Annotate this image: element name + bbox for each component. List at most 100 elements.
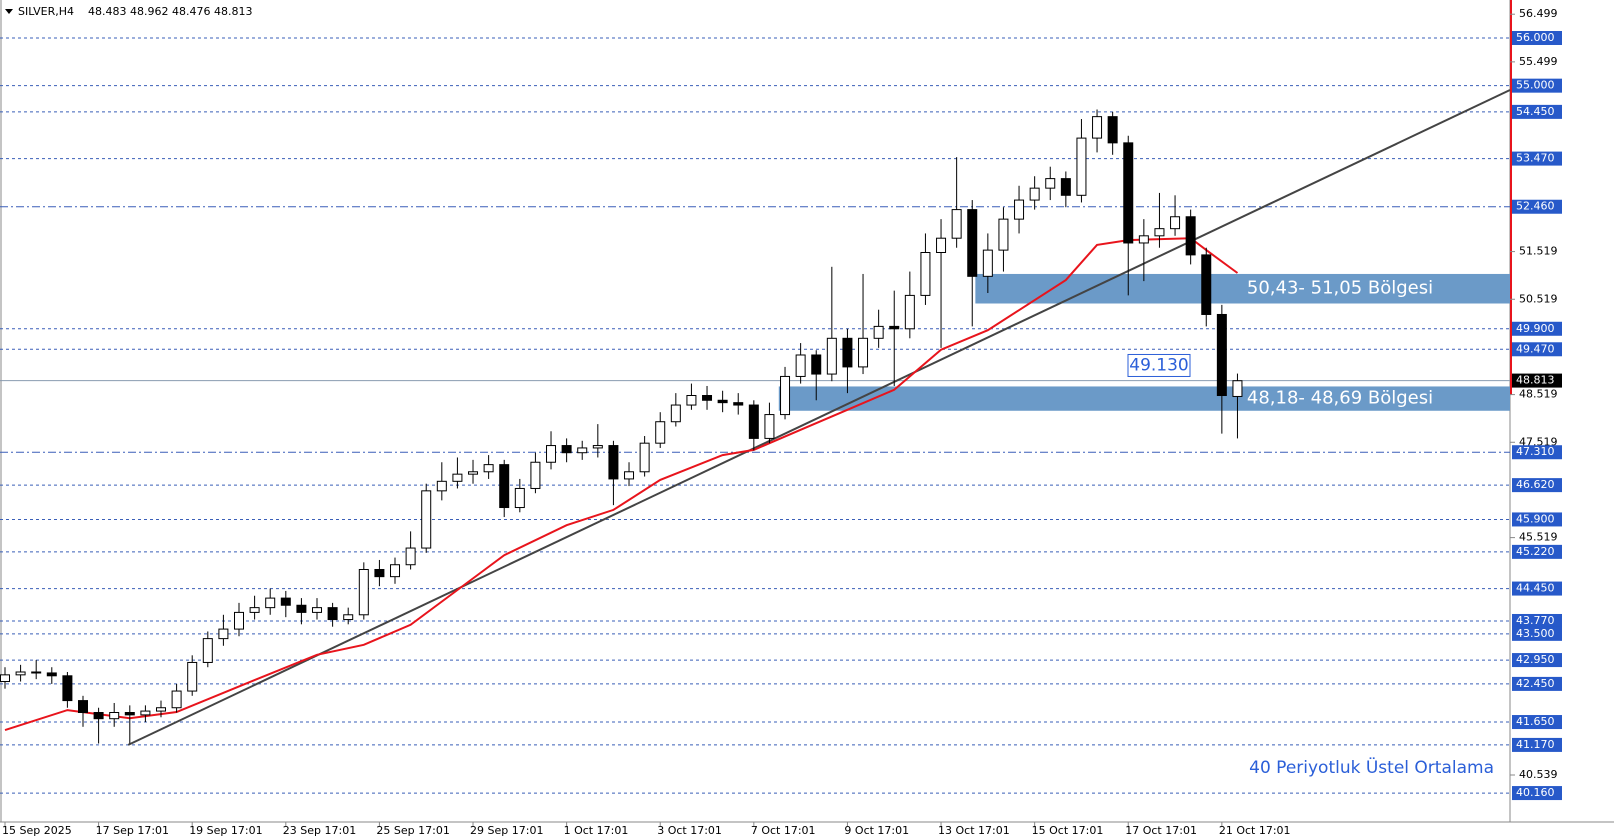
level-label: 44.450 <box>1516 582 1555 595</box>
level-label: 56.000 <box>1516 31 1555 44</box>
candle-body <box>234 611 245 630</box>
x-tick-label: 3 Oct 17:01 <box>657 824 722 837</box>
x-tick-label: 7 Oct 17:01 <box>751 824 816 837</box>
level-label-box <box>1512 30 1562 45</box>
candle-body <box>889 325 900 330</box>
candle-body <box>546 445 557 463</box>
y-tick-label: 45.519 <box>1519 531 1558 544</box>
candle-body <box>702 395 713 401</box>
x-tick-label: 1 Oct 17:01 <box>564 824 629 837</box>
candle-body <box>0 674 10 683</box>
candle-body <box>156 707 167 712</box>
candle-body <box>140 710 151 716</box>
candle-body <box>842 337 853 368</box>
ema-line <box>4 237 1239 732</box>
candle-body <box>374 568 385 578</box>
candle-body <box>655 421 666 444</box>
candle-body <box>343 614 354 621</box>
level-label-box <box>1512 199 1562 214</box>
candle-body <box>1138 235 1149 244</box>
candle-body <box>624 471 635 480</box>
candle-body <box>1170 216 1181 230</box>
candle-body <box>171 690 182 709</box>
header-value: 48.483 <box>88 5 127 18</box>
current-price-box <box>1512 373 1562 388</box>
level-label-box <box>1512 104 1562 119</box>
candle-body <box>811 354 822 375</box>
labels: 56.499 55.499 51.519 50.519 48.519 47.519 45.5… <box>2 7 1562 837</box>
candle-body <box>421 490 432 549</box>
level-label-box <box>1512 445 1562 460</box>
candle-body <box>1107 116 1118 144</box>
price-annotation-box <box>1127 353 1191 377</box>
x-tick-label: 15 Sep 2025 <box>2 824 72 837</box>
candle-body <box>858 337 869 368</box>
candle-body <box>686 395 697 406</box>
level-label: 41.170 <box>1516 738 1555 751</box>
header-value: 48.962 <box>130 5 169 18</box>
candle-body <box>826 337 837 375</box>
candle-body <box>670 404 681 423</box>
level-label-box <box>1512 653 1562 668</box>
candle-body <box>873 325 884 339</box>
candle-body <box>31 671 42 674</box>
level-label-box <box>1512 613 1562 628</box>
level-label: 42.950 <box>1516 653 1555 666</box>
candle-body <box>46 672 57 677</box>
level-label-box <box>1512 626 1562 641</box>
level-label-box <box>1512 676 1562 691</box>
trendline <box>127 89 1511 746</box>
candle-body <box>436 480 447 492</box>
level-label-box <box>1512 321 1562 336</box>
candle-body <box>1029 187 1040 201</box>
level-label: 43.500 <box>1516 627 1555 640</box>
level-label: 43.770 <box>1516 614 1555 627</box>
level-label-box <box>1512 512 1562 527</box>
candle-body <box>499 464 510 509</box>
zone <box>778 386 1510 411</box>
level-label-box <box>1512 478 1562 493</box>
zone <box>975 273 1510 304</box>
candle-body <box>764 414 775 439</box>
candle-body <box>936 237 947 254</box>
zones: 50,43- 51,05 Bölgesi 48,18- 48,69 Bölgesi <box>778 273 1510 411</box>
level-label-box <box>1512 737 1562 752</box>
y-tick-label: 40.539 <box>1519 768 1558 781</box>
candle-body <box>249 607 260 613</box>
candle-body <box>1092 116 1103 139</box>
candle-body <box>77 700 88 714</box>
candle-body <box>1216 313 1227 397</box>
candle-body <box>1201 254 1212 315</box>
y-tick-label: 47.519 <box>1519 435 1558 448</box>
x-tick-label: 25 Sep 17:01 <box>376 824 449 837</box>
y-tick-label: 48.519 <box>1519 388 1558 401</box>
candle-body <box>717 399 728 404</box>
candle-body <box>93 712 104 720</box>
x-tick-label: 21 Oct 17:01 <box>1219 824 1291 837</box>
legend-text: 40 Periyotluk Üstel Ortalama <box>1249 756 1494 778</box>
level-label: 40.160 <box>1516 786 1555 799</box>
candle-body <box>187 661 198 692</box>
overlays <box>4 89 1511 746</box>
levels <box>0 37 1510 794</box>
candle-body <box>1232 380 1243 397</box>
level-label-box <box>1512 715 1562 730</box>
header-value: 48.476 <box>172 5 211 18</box>
x-tick-label: 17 Sep 17:01 <box>96 824 169 837</box>
x-tick-label: 9 Oct 17:01 <box>844 824 909 837</box>
x-tick-label: 15 Oct 17:01 <box>1032 824 1104 837</box>
candle-body <box>795 354 806 377</box>
candle-body <box>982 249 993 277</box>
y-tick-label: 50.519 <box>1519 292 1558 305</box>
candle-body <box>124 712 135 716</box>
candle-body <box>1154 228 1165 237</box>
menu-arrow <box>5 9 13 14</box>
candle-body <box>592 445 603 449</box>
level-label-box <box>1512 151 1562 166</box>
candle-body <box>1123 142 1134 244</box>
level-label: 53.470 <box>1516 152 1555 165</box>
candle-body <box>265 597 276 609</box>
level-label: 49.900 <box>1516 322 1555 335</box>
